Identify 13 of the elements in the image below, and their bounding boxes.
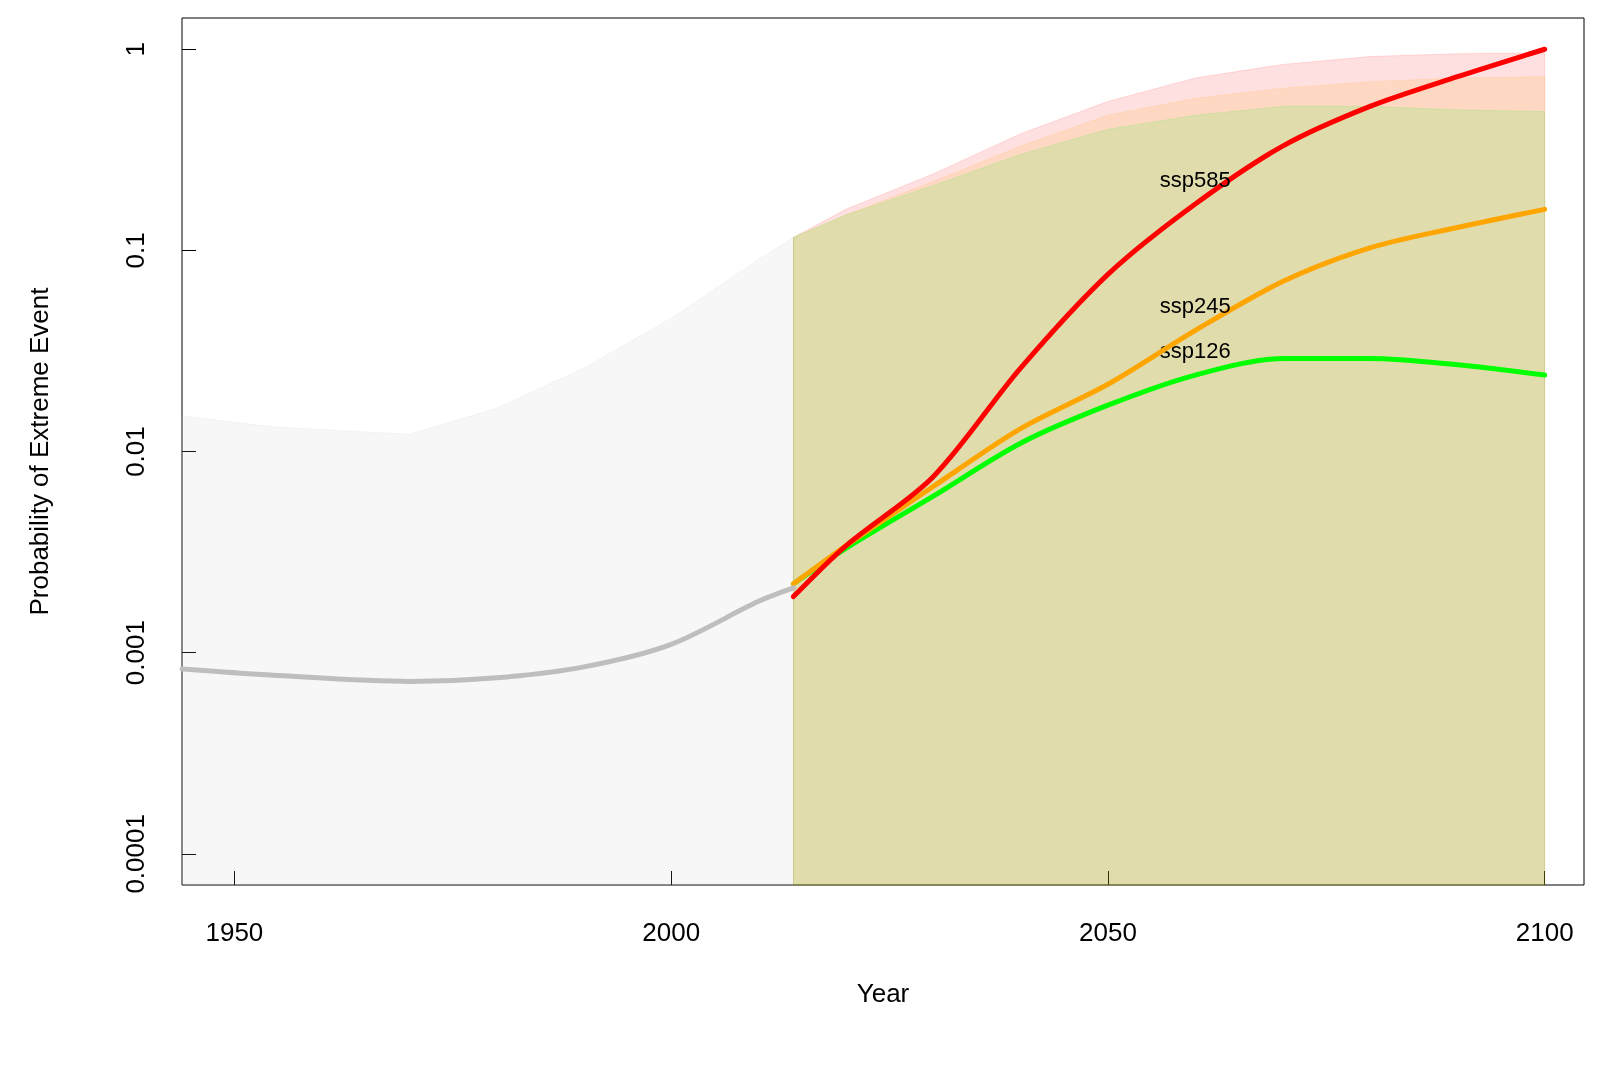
x-tick-label: 1950 [205, 917, 264, 947]
series-label: ssp585 [1159, 166, 1231, 192]
x-axis-title: Year [856, 978, 910, 1008]
y-axis-title: Probability of Extreme Event [24, 286, 54, 616]
x-tick-label: 2000 [642, 917, 701, 947]
y-tick-label: 0.001 [120, 620, 150, 686]
series-label: ssp245 [1159, 292, 1231, 318]
y-tick-label: 0.1 [120, 232, 150, 269]
y-tick-label: 0.0001 [120, 814, 150, 894]
x-tick-label: 2050 [1079, 917, 1137, 947]
y-tick-label: 0.01 [120, 426, 150, 477]
x-tick-label: 2100 [1515, 917, 1574, 947]
y-tick-label: 1 [120, 42, 150, 57]
